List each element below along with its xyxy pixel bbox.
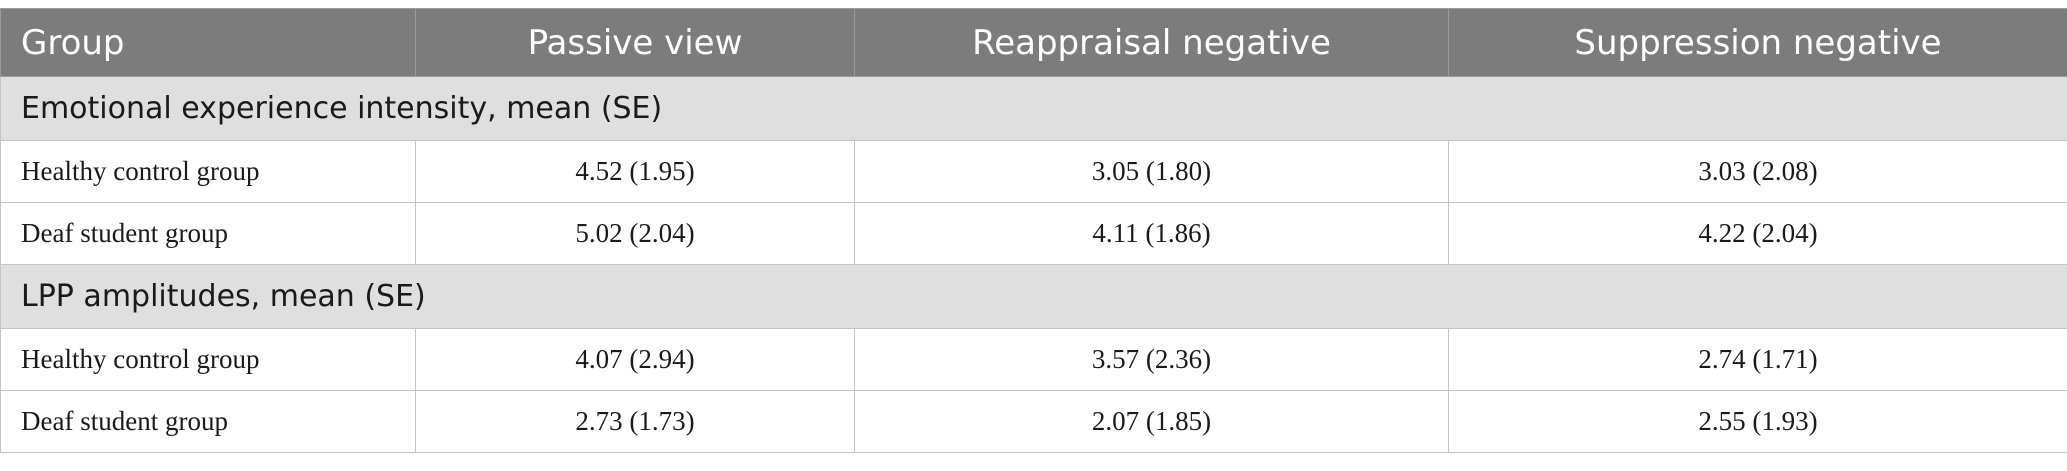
section-title: Emotional experience intensity, mean (SE…: [0, 76, 2067, 141]
reappraisal-cell: 4.11 (1.86): [854, 202, 1449, 265]
group-cell: Healthy control group: [0, 328, 416, 391]
passive-view-cell: 5.02 (2.04): [415, 202, 855, 265]
passive-view-cell: 2.73 (1.73): [415, 390, 855, 453]
table-row: Deaf student group 2.73 (1.73) 2.07 (1.8…: [0, 390, 2067, 453]
header-row: Group Passive view Reappraisal negative …: [0, 8, 2067, 77]
suppression-cell: 2.55 (1.93): [1448, 390, 2067, 453]
table-row: Healthy control group 4.52 (1.95) 3.05 (…: [0, 140, 2067, 203]
reappraisal-cell: 3.57 (2.36): [854, 328, 1449, 391]
group-cell: Deaf student group: [0, 202, 416, 265]
section-title: LPP amplitudes, mean (SE): [0, 264, 2067, 329]
suppression-cell: 2.74 (1.71): [1448, 328, 2067, 391]
passive-view-cell: 4.07 (2.94): [415, 328, 855, 391]
section-row: Emotional experience intensity, mean (SE…: [0, 76, 2067, 141]
header-reappraisal-negative: Reappraisal negative: [854, 8, 1449, 77]
header-suppression-negative: Suppression negative: [1448, 8, 2067, 77]
table-row: Healthy control group 4.07 (2.94) 3.57 (…: [0, 328, 2067, 391]
header-group: Group: [0, 8, 416, 77]
passive-view-cell: 4.52 (1.95): [415, 140, 855, 203]
reappraisal-cell: 2.07 (1.85): [854, 390, 1449, 453]
results-table: Group Passive view Reappraisal negative …: [0, 8, 2067, 453]
group-cell: Deaf student group: [0, 390, 416, 453]
section-row: LPP amplitudes, mean (SE): [0, 264, 2067, 329]
header-passive-view: Passive view: [415, 8, 855, 77]
suppression-cell: 3.03 (2.08): [1448, 140, 2067, 203]
group-cell: Healthy control group: [0, 140, 416, 203]
table-row: Deaf student group 5.02 (2.04) 4.11 (1.8…: [0, 202, 2067, 265]
reappraisal-cell: 3.05 (1.80): [854, 140, 1449, 203]
suppression-cell: 4.22 (2.04): [1448, 202, 2067, 265]
